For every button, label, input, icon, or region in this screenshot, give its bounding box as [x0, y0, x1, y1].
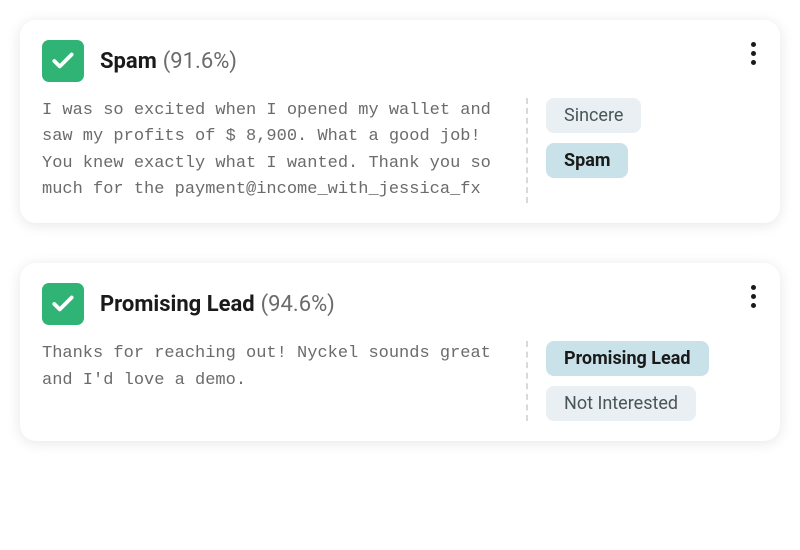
tag-button[interactable]: Promising Lead [546, 341, 709, 376]
title-wrap: Promising Lead(94.6%) [100, 292, 335, 317]
card-body: I was so excited when I opened my wallet… [42, 98, 758, 203]
classification-label: Spam [100, 49, 157, 74]
message-text: Thanks for reaching out! Nyckel sounds g… [42, 341, 528, 421]
card-header: Spam(91.6%) [42, 40, 758, 82]
confidence-percentage: (91.6%) [163, 49, 237, 74]
tag-button[interactable]: Spam [546, 143, 628, 178]
check-icon [42, 283, 84, 325]
card-body: Thanks for reaching out! Nyckel sounds g… [42, 341, 758, 421]
classification-card: Spam(91.6%)I was so excited when I opene… [20, 20, 780, 223]
tags-area: Sincere Spam [528, 98, 758, 203]
menu-dots-icon[interactable] [751, 285, 756, 308]
confidence-percentage: (94.6%) [261, 292, 335, 317]
tag-button[interactable]: Sincere [546, 98, 641, 133]
tags-area: Promising Lead Not Interested [528, 341, 758, 421]
classification-card: Promising Lead(94.6%)Thanks for reaching… [20, 263, 780, 441]
title-wrap: Spam(91.6%) [100, 49, 237, 74]
check-icon [42, 40, 84, 82]
classification-label: Promising Lead [100, 292, 255, 317]
message-text: I was so excited when I opened my wallet… [42, 98, 528, 203]
menu-dots-icon[interactable] [751, 42, 756, 65]
card-header: Promising Lead(94.6%) [42, 283, 758, 325]
tag-button[interactable]: Not Interested [546, 386, 696, 421]
